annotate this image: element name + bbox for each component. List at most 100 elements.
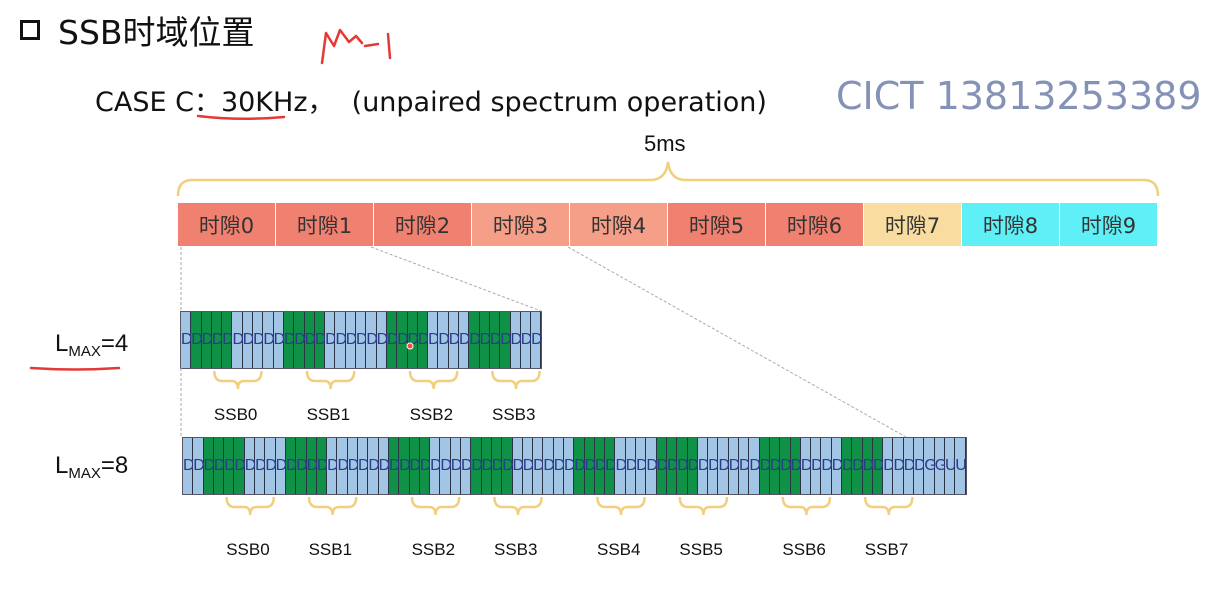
lmax8-symbol-cell: D <box>903 438 915 494</box>
lmax8-symbol-cell: G <box>924 438 937 494</box>
lmax8-ssb-brace-7 <box>863 496 914 516</box>
lmax4-label: LMAX=4 <box>55 330 128 360</box>
lmax4-symbol-cell: D <box>479 312 491 368</box>
lmax8-symbol-cell: D <box>285 438 298 494</box>
lmax8-symbol-cell: D <box>409 438 421 494</box>
lmax4-ssb-label-0: SSB0 <box>213 405 258 424</box>
lmax8-ssb-label-4: SSB4 <box>597 540 641 559</box>
connector-slot1-right <box>370 246 542 312</box>
red-dot-marker <box>406 342 414 350</box>
lmax4-symbol-cell: D <box>304 312 316 368</box>
lmax8-symbol-cell: D <box>255 438 267 494</box>
lmax8-symbol-cell: D <box>728 438 740 494</box>
lmax4-symbol-cell: D <box>366 312 378 368</box>
lmax8-symbol-cell: D <box>872 438 884 494</box>
contact-watermark: CICT 13813253389 <box>836 74 1202 118</box>
lmax8-symbol-cell: D <box>481 438 493 494</box>
lmax8-symbol-cell: D <box>306 438 318 494</box>
lmax8-symbol-cell: D <box>471 438 483 494</box>
lmax4-symbol-cell: D <box>397 312 409 368</box>
lmax8-symbol-cell: D <box>883 438 895 494</box>
page-title: SSB时域位置 <box>58 13 255 52</box>
lmax8-symbol-cell: D <box>399 438 411 494</box>
lmax4-symbol-cell: D <box>335 312 347 368</box>
lmax8-symbol-cell: D <box>594 438 606 494</box>
title-block: SSB时域位置 <box>20 10 255 52</box>
lmax8-ssb-label-3: SSB3 <box>494 540 538 559</box>
lmax4-label-sub: MAX <box>68 343 101 360</box>
lmax8-label-main: L <box>55 452 69 479</box>
lmax8-symbol-cell: D <box>450 438 462 494</box>
lmax8-symbol-cell: D <box>183 438 195 494</box>
lmax4-symbol-cell: D <box>191 312 203 368</box>
lmax8-symbol-cell: D <box>780 438 792 494</box>
lmax4-symbol-cell: D <box>448 312 460 368</box>
lmax8-ssb-label-7: SSB7 <box>864 540 909 559</box>
connector-slot4-right <box>567 246 907 438</box>
lmax4-symbol-cell: D <box>417 312 429 368</box>
lmax4-symbol-cell: D <box>222 312 234 368</box>
lmax8-ssb-brace-6 <box>781 496 832 516</box>
lmax8-symbol-cell: D <box>533 438 545 494</box>
lmax8-symbol-cell: D <box>636 438 648 494</box>
lmax8-symbol-cell: D <box>677 438 689 494</box>
lmax8-symbol-cell: D <box>811 438 823 494</box>
lmax8-symbol-cell: D <box>234 438 246 494</box>
lmax8-ssb-label-1: SSB1 <box>308 540 353 559</box>
lmax8-ssb-label-0: SSB0 <box>226 540 270 559</box>
slot-3: 时隙3 <box>472 203 570 246</box>
lmax8-ssb-brace-2 <box>410 496 461 516</box>
lmax8-symbol-cell: D <box>893 438 905 494</box>
lmax8-symbol-cell: D <box>769 438 781 494</box>
lmax8-symbol-cell: D <box>491 438 503 494</box>
lmax8-symbol-cell: D <box>574 438 586 494</box>
slot-4: 时隙4 <box>570 203 668 246</box>
lmax8-symbol-cell: D <box>914 438 926 494</box>
lmax4-symbol-cell: D <box>510 312 522 368</box>
lmax8-ssb-brace-4 <box>596 496 646 516</box>
lmax8-symbol-cell: D <box>296 438 308 494</box>
lmax8-symbol-cell: D <box>430 438 442 494</box>
lmax8-symbol-cell: D <box>821 438 833 494</box>
lmax8-symbol-cell: D <box>522 438 534 494</box>
slot-8: 时隙8 <box>962 203 1060 246</box>
lmax4-symbol-cell: D <box>407 312 419 368</box>
lmax4-symbol-cell: D <box>531 312 543 368</box>
lmax4-symbol-cell: D <box>356 312 368 368</box>
lmax8-symbol-cell: D <box>852 438 864 494</box>
slot-1: 时隙1 <box>276 203 374 246</box>
case-label: CASE C：30KHz， (unpaired spectrum operati… <box>95 87 767 118</box>
duration-label: 5ms <box>644 131 686 156</box>
lmax8-symbol-cell: D <box>615 438 627 494</box>
lmax8-symbol-cell: D <box>275 438 287 494</box>
lmax4-symbol-cell: D <box>459 312 471 368</box>
slot-2: 时隙2 <box>374 203 472 246</box>
lmax8-symbol-cell: D <box>440 438 452 494</box>
lmax8-symbol-cell: U <box>955 438 967 494</box>
lmax8-ssb-label-5: SSB5 <box>679 540 723 559</box>
lmax4-ssb-brace-0 <box>213 370 263 390</box>
lmax8-symbol-cell: D <box>502 438 514 494</box>
lmax8-symbol-cell: G <box>934 438 947 494</box>
lmax4-label-value: =4 <box>100 330 129 357</box>
lmax8-symbol-cell: D <box>553 438 565 494</box>
top-brace <box>176 161 1160 197</box>
lmax4-symbol-cell: D <box>376 312 388 368</box>
lmax8-symbol-cell: D <box>327 438 339 494</box>
lmax8-symbol-cell: D <box>666 438 679 494</box>
lmax4-ssb-brace-3 <box>491 370 541 390</box>
lmax8-symbol-cell: D <box>337 438 349 494</box>
lmax8-symbol-cell: D <box>584 438 596 494</box>
lmax4-symbol-cell: D <box>386 312 399 368</box>
lmax8-symbol-cell: D <box>316 438 328 494</box>
lmax8-symbol-cell: U <box>944 438 957 494</box>
lmax8-symbol-cell: D <box>224 438 236 494</box>
lmax8-symbol-cell: D <box>265 438 277 494</box>
lmax4-symbol-cell: D <box>242 312 254 368</box>
lmax4-symbol-cell: D <box>211 312 223 368</box>
lmax8-symbol-cell: D <box>862 438 874 494</box>
lmax4-symbol-cell: D <box>263 312 275 368</box>
lmax8-symbol-cell: D <box>718 438 730 494</box>
